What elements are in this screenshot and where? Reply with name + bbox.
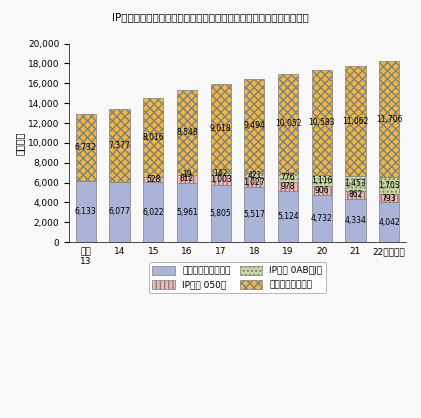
Text: 4,334: 4,334 bbox=[344, 216, 366, 225]
Text: 421: 421 bbox=[247, 171, 261, 180]
Text: 11,706: 11,706 bbox=[376, 115, 402, 124]
Bar bbox=[210, 184, 231, 242]
Bar bbox=[210, 84, 231, 173]
Bar bbox=[177, 90, 197, 175]
Bar bbox=[312, 70, 332, 175]
Text: 10,052: 10,052 bbox=[275, 120, 301, 128]
Bar bbox=[177, 183, 197, 242]
Bar bbox=[143, 182, 163, 242]
Legend: 固定電話の加入者数, IP電話 050型, IP電話 0AB～J型, 携帯電話の契約数: 固定電話の加入者数, IP電話 050型, IP電話 0AB～J型, 携帯電話の… bbox=[149, 262, 326, 293]
Text: 6,077: 6,077 bbox=[109, 207, 131, 217]
Text: 1,703: 1,703 bbox=[378, 181, 400, 190]
Bar bbox=[109, 182, 130, 242]
Text: 19: 19 bbox=[182, 170, 192, 179]
Text: 9,494: 9,494 bbox=[243, 121, 265, 130]
Bar bbox=[345, 66, 365, 176]
Text: 7,377: 7,377 bbox=[109, 141, 131, 150]
Bar bbox=[76, 115, 96, 181]
Bar bbox=[210, 175, 231, 184]
Bar bbox=[379, 194, 399, 202]
Bar bbox=[244, 187, 264, 242]
Text: 906: 906 bbox=[314, 186, 329, 195]
Text: 793: 793 bbox=[382, 194, 397, 203]
Bar bbox=[109, 109, 130, 182]
Bar bbox=[210, 173, 231, 175]
Bar bbox=[278, 191, 298, 242]
Text: IP電話・固定電話が微減している中で、携帯電話は継続して増加傾向: IP電話・固定電話が微減している中で、携帯電話は継続して増加傾向 bbox=[112, 13, 309, 23]
Text: 4,732: 4,732 bbox=[311, 214, 333, 223]
Bar bbox=[143, 97, 163, 177]
Bar bbox=[278, 174, 298, 181]
Bar bbox=[278, 74, 298, 174]
Bar bbox=[379, 177, 399, 194]
Bar bbox=[76, 181, 96, 242]
Bar bbox=[244, 79, 264, 173]
Bar bbox=[379, 202, 399, 242]
Text: 10,583: 10,583 bbox=[309, 118, 335, 127]
Text: 8,016: 8,016 bbox=[142, 133, 164, 142]
Text: 6,133: 6,133 bbox=[75, 207, 97, 216]
Text: 4,042: 4,042 bbox=[378, 218, 400, 227]
Text: 1,453: 1,453 bbox=[344, 179, 366, 188]
Bar bbox=[278, 181, 298, 191]
Text: 5,517: 5,517 bbox=[243, 210, 265, 219]
Text: 8,548: 8,548 bbox=[176, 128, 198, 137]
Bar bbox=[312, 175, 332, 186]
Text: 9,018: 9,018 bbox=[210, 124, 232, 133]
Y-axis label: （万件）: （万件） bbox=[15, 131, 25, 155]
Text: 5,961: 5,961 bbox=[176, 208, 198, 217]
Text: 776: 776 bbox=[281, 173, 295, 182]
Text: 5,124: 5,124 bbox=[277, 212, 299, 221]
Text: 6,732: 6,732 bbox=[75, 143, 97, 152]
Text: 1,116: 1,116 bbox=[311, 176, 333, 185]
Bar bbox=[379, 61, 399, 177]
Bar bbox=[143, 177, 163, 182]
Bar bbox=[345, 176, 365, 191]
Text: 528: 528 bbox=[146, 175, 160, 184]
Text: 812: 812 bbox=[180, 174, 194, 184]
Text: 5,805: 5,805 bbox=[210, 209, 232, 218]
Text: 978: 978 bbox=[281, 182, 295, 191]
Text: 1,027: 1,027 bbox=[243, 178, 265, 187]
Text: 862: 862 bbox=[348, 190, 362, 199]
Bar bbox=[177, 175, 197, 183]
Bar bbox=[345, 191, 365, 199]
Bar bbox=[312, 195, 332, 242]
Text: 11,062: 11,062 bbox=[342, 117, 368, 126]
Text: 6,022: 6,022 bbox=[142, 208, 164, 217]
Bar bbox=[345, 199, 365, 242]
Text: 1,003: 1,003 bbox=[210, 175, 232, 184]
Bar bbox=[244, 177, 264, 187]
Bar bbox=[312, 186, 332, 195]
Text: 142: 142 bbox=[213, 169, 228, 178]
Bar bbox=[244, 173, 264, 177]
